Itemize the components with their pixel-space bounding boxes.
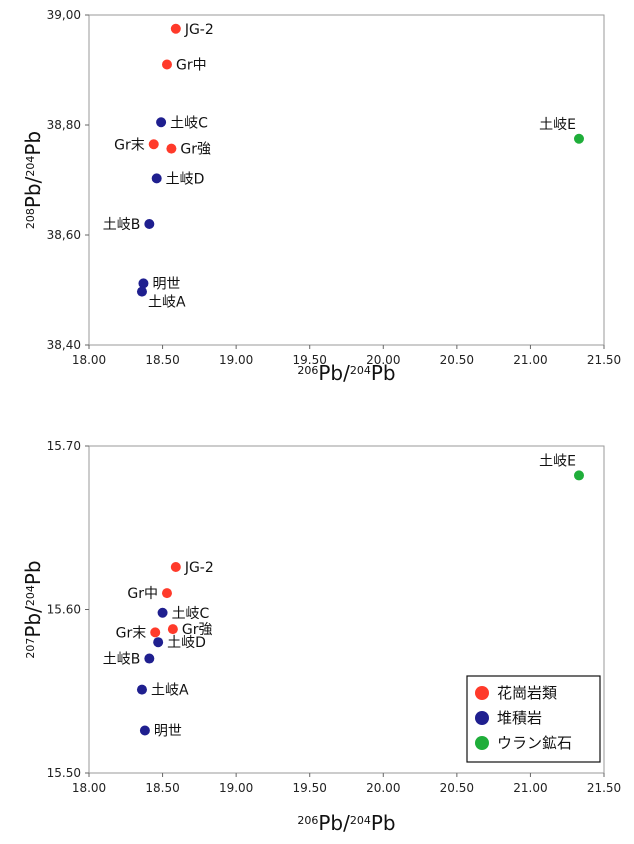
y-tick-label: 38,60	[47, 228, 81, 242]
x-axis-title-base2: Pb	[371, 361, 396, 385]
data-point	[139, 725, 150, 736]
x-axis-title: 206Pb/204Pb	[297, 811, 395, 835]
data-point	[170, 23, 181, 34]
legend-entry-label: 花崗岩類	[497, 684, 557, 702]
x-tick-label: 19.50	[293, 353, 327, 367]
legend-marker	[475, 686, 489, 700]
legend-entry-label: 堆積岩	[497, 709, 542, 727]
data-point	[138, 278, 149, 289]
data-point-label: 土岐E	[539, 117, 576, 133]
x-tick-label: 21.50	[587, 781, 621, 795]
y-axis-title-sup2: 204	[24, 156, 37, 177]
y-axis-title: 208Pb/204Pb	[21, 131, 45, 229]
y-axis-title-base1: Pb/	[21, 176, 45, 208]
y-axis-title-sup1: 208	[24, 208, 37, 229]
data-point-label: 土岐A	[148, 295, 186, 311]
data-point-label: Gr末	[116, 625, 147, 641]
data-point	[161, 59, 172, 70]
data-point-label: Gr中	[176, 58, 207, 74]
data-point	[166, 143, 177, 154]
data-point-label: 土岐E	[539, 453, 576, 469]
y-axis-title-base1: Pb/	[21, 606, 45, 638]
x-tick-label: 18.50	[145, 781, 179, 795]
x-axis-title: 206Pb/204Pb	[297, 361, 395, 385]
y-axis-title-sup2: 204	[24, 585, 37, 606]
x-axis-title-sup1: 206	[297, 364, 318, 377]
data-point	[161, 588, 172, 599]
y-tick-label: 15.70	[47, 439, 81, 453]
chart-panel-1: 18.00 18.50 19.00 19.50 20.00 20.50 21.00 21.50…	[21, 8, 621, 385]
x-axis-title-sup2: 204	[350, 814, 371, 827]
data-point	[573, 470, 584, 481]
data-point-label: 土岐B	[103, 652, 141, 668]
x-tick-label: 20.50	[440, 781, 474, 795]
data-point	[148, 139, 159, 150]
y-tick-label: 38,40	[47, 338, 81, 352]
data-point	[573, 133, 584, 144]
data-point-label: Gr末	[114, 137, 145, 153]
y-tick-label: 39,00	[47, 8, 81, 22]
data-point-label: 土岐D	[167, 635, 206, 651]
x-axis-title-base1: Pb/	[318, 361, 350, 385]
y-axis-title: 207Pb/204Pb	[21, 560, 45, 658]
data-point	[157, 607, 168, 618]
x-tick-label: 19.00	[219, 353, 253, 367]
data-point	[167, 624, 178, 635]
x-tick-label: 21.00	[513, 781, 547, 795]
y-tick-label: 38,80	[47, 118, 81, 132]
x-tick-label: 20.00	[366, 781, 400, 795]
data-point	[144, 653, 155, 664]
y-tick-label: 15.60	[47, 603, 81, 617]
x-axis-title-base2: Pb	[371, 811, 396, 835]
x-tick-label: 21.00	[513, 353, 547, 367]
x-tick-label: 20.50	[440, 353, 474, 367]
legend-entry-label: ウラン鉱石	[497, 734, 572, 752]
data-point-label: Gr中	[127, 586, 158, 602]
data-point	[170, 561, 181, 572]
x-tick-label: 19.50	[293, 781, 327, 795]
data-point	[151, 173, 162, 184]
data-point	[136, 286, 147, 297]
x-tick-label: 18.00	[72, 353, 106, 367]
y-axis-title-sup1: 207	[24, 638, 37, 659]
data-point-label: 土岐A	[151, 683, 189, 699]
x-tick-label: 18.50	[145, 353, 179, 367]
legend-marker	[475, 711, 489, 725]
data-point-label: 土岐B	[103, 217, 141, 233]
x-axis-title-sup1: 206	[297, 814, 318, 827]
plot-frame	[88, 14, 605, 346]
legend-marker	[475, 736, 489, 750]
data-point-label: JG-2	[184, 22, 214, 38]
x-tick-label: 21.50	[587, 353, 621, 367]
x-tick-label: 18.00	[72, 781, 106, 795]
data-point	[136, 684, 147, 695]
data-point-label: JG-2	[184, 560, 214, 576]
data-point	[144, 219, 155, 229]
data-point-label: Gr強	[182, 622, 213, 638]
y-tick-label: 15.50	[47, 766, 81, 780]
chart-panel-2: 18.00 18.50 19.00 19.50 20.00 20.50 21.00 21.50…	[21, 439, 621, 835]
data-point	[150, 627, 161, 638]
data-point-label: 土岐C	[170, 115, 208, 131]
x-axis-title-base1: Pb/	[318, 811, 350, 835]
data-point	[156, 117, 167, 128]
data-point-label: 土岐D	[166, 171, 205, 187]
data-point-label: 明世	[152, 276, 180, 292]
y-axis-title-base2: Pb	[21, 560, 45, 585]
data-point-label: 明世	[154, 723, 182, 739]
data-point-label: 土岐C	[172, 606, 210, 622]
x-axis-title-sup2: 204	[350, 364, 371, 377]
data-point	[153, 637, 164, 648]
x-tick-label: 19.00	[219, 781, 253, 795]
x-tick-label: 20.00	[366, 353, 400, 367]
y-axis-title-base2: Pb	[21, 131, 45, 156]
legend-box	[466, 675, 601, 763]
data-point-label: Gr強	[180, 142, 211, 158]
